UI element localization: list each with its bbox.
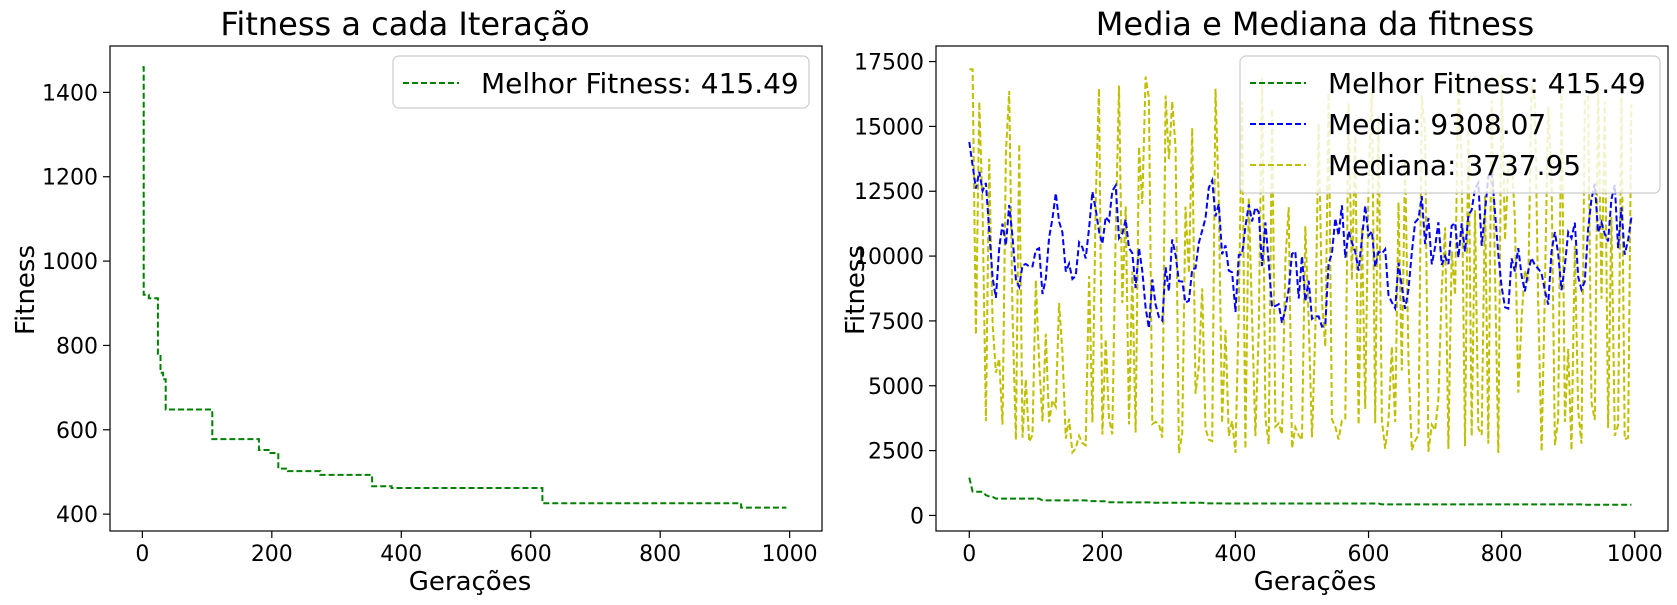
legend-label: Melhor Fitness: 415.49	[481, 67, 799, 100]
y-tick-label: 400	[56, 503, 98, 528]
y-tick-label: 600	[56, 419, 98, 444]
series-line-mediana	[969, 68, 1633, 455]
x-tick-label: 600	[510, 542, 552, 567]
legend-label: Mediana: 3737.95	[1328, 149, 1581, 182]
axes-frame	[935, 45, 1669, 532]
x-axis-label: Gerações	[1254, 567, 1377, 597]
x-tick-label: 1000	[762, 542, 818, 567]
legend-box	[392, 55, 810, 109]
plot-area	[142, 66, 787, 509]
series-line-melhor-fitness	[142, 66, 787, 509]
x-tick-label: 800	[639, 542, 681, 567]
legend: Melhor Fitness: 415.49 Media: 9308.07 Medi…	[1239, 55, 1661, 194]
x-tick-label: 0	[135, 542, 149, 567]
axis-ticks: 0 200 400 600 800 100002500500075001000012500…	[854, 51, 1663, 567]
series-line-melhor-fitness	[968, 477, 1632, 506]
x-tick-label: 1000	[1607, 542, 1663, 567]
chart-mean-median-fitness: Media e Mediana da fitness Gerações Fitn…	[841, 5, 1669, 597]
y-tick-label: 1400	[42, 81, 98, 106]
axes-frame	[109, 45, 823, 532]
chart-title: Media e Mediana da fitness	[1096, 5, 1534, 43]
y-tick-label: 1000	[42, 250, 98, 275]
legend-label: Melhor Fitness: 415.49	[1328, 67, 1646, 100]
plot-area	[968, 68, 1633, 506]
y-tick-label: 800	[56, 334, 98, 359]
y-tick-label: 5000	[868, 375, 924, 400]
x-tick-label: 400	[1214, 542, 1256, 567]
y-tick-label: 12500	[854, 180, 924, 205]
x-axis-label: Gerações	[409, 567, 532, 597]
y-tick-label: 10000	[854, 245, 924, 270]
chart-title: Fitness a cada Iteração	[220, 5, 589, 43]
x-tick-label: 800	[1481, 542, 1523, 567]
series-line-media	[968, 141, 1633, 329]
axis-ticks: 0 200 400 600 800 1000 400 600 800 1000 1200 1400	[42, 81, 818, 567]
y-tick-label: 7500	[868, 310, 924, 335]
x-tick-label: 200	[1081, 542, 1123, 567]
y-tick-label: 17500	[854, 51, 924, 76]
y-tick-label: 15000	[854, 115, 924, 140]
x-tick-label: 0	[962, 542, 976, 567]
y-axis-label: Fitness	[11, 245, 41, 335]
legend: Melhor Fitness: 415.49	[392, 55, 810, 109]
y-tick-label: 1200	[42, 166, 98, 191]
legend-label: Media: 9308.07	[1328, 108, 1546, 141]
x-tick-label: 400	[380, 542, 422, 567]
x-tick-label: 600	[1348, 542, 1390, 567]
chart-fitness-per-iteration: Fitness a cada Iteração Gerações Fitness…	[11, 5, 823, 597]
y-tick-label: 0	[910, 504, 924, 529]
legend-box	[1239, 55, 1661, 194]
x-tick-label: 200	[251, 542, 293, 567]
y-axis-label: Fitness	[841, 245, 871, 335]
y-tick-label: 2500	[868, 440, 924, 465]
